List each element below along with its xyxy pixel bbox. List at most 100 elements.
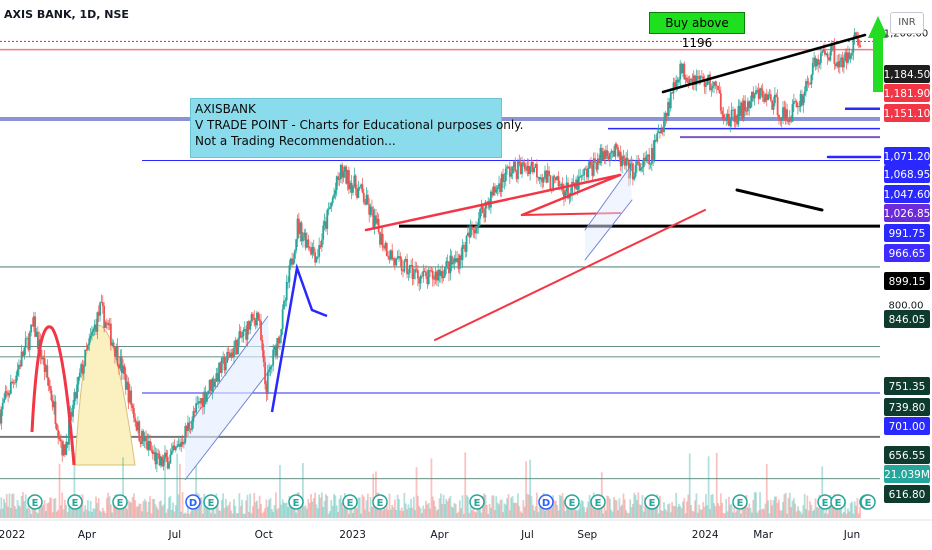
candle-body: [264, 362, 266, 385]
candle-body: [487, 200, 490, 204]
volume-bar: [145, 501, 147, 518]
candle-body: [569, 192, 572, 195]
candle-body: [23, 347, 26, 356]
candle-body: [418, 278, 421, 284]
volume-bar: [4, 502, 7, 518]
volume-bar: [112, 499, 115, 518]
candle-body: [303, 232, 306, 237]
price-badge-label: 1,071.20: [884, 151, 931, 163]
candle-body: [55, 423, 58, 430]
earnings-icon: [203, 494, 219, 510]
volume-bar: [780, 510, 783, 518]
volume-bar: [483, 493, 486, 518]
volume-bar: [280, 504, 283, 518]
volume-bar: [23, 500, 26, 518]
candle-body: [84, 349, 87, 366]
volume-bar: [28, 508, 31, 518]
candle-body: [711, 86, 714, 89]
volume-bar: [109, 504, 112, 518]
volume-bar: [381, 510, 384, 518]
candle-body: [591, 165, 594, 176]
volume-bar: [254, 502, 257, 518]
candle-body: [166, 456, 169, 469]
volume-bar: [625, 510, 628, 518]
candle-body: [47, 378, 50, 386]
candle-body: [679, 63, 682, 80]
volume-bar: [705, 494, 707, 518]
candle-body: [626, 157, 629, 161]
volume-bar: [683, 498, 686, 518]
volume-bar: [499, 499, 502, 518]
candle-body: [580, 175, 583, 177]
candle-body: [592, 158, 595, 176]
candle-body: [764, 94, 767, 102]
volume-bar: [43, 500, 46, 518]
candle-body: [599, 148, 602, 164]
volume-bar: [80, 504, 83, 518]
candle-body: [523, 163, 526, 170]
volume-bar: [187, 498, 189, 518]
candle-body: [224, 363, 227, 371]
candle-body: [636, 161, 638, 166]
volume-bar: [568, 507, 571, 518]
currency-button[interactable]: INR: [890, 12, 924, 34]
volume-bar: [64, 499, 66, 518]
candle-body: [292, 258, 295, 265]
candle-body: [323, 221, 326, 226]
volume-bar: [354, 497, 357, 518]
volume-bar: [333, 493, 335, 518]
volume-bar: [448, 498, 450, 518]
volume-bar: [372, 473, 375, 518]
candle-body: [216, 373, 219, 382]
candle-body: [280, 329, 283, 337]
candle-body: [686, 77, 688, 83]
candle-body: [283, 300, 285, 310]
candle-body: [468, 232, 471, 238]
x-tick-label: Jun: [843, 529, 860, 541]
candle-body: [609, 153, 611, 160]
earnings-icon: [590, 494, 606, 510]
candle-body: [13, 382, 16, 384]
candle-body: [745, 110, 748, 112]
volume-bar: [227, 505, 230, 518]
volume-bar: [458, 500, 461, 518]
volume-bar: [506, 498, 509, 518]
candle-body: [526, 165, 529, 171]
candle-body: [729, 119, 732, 126]
volume-bar: [418, 505, 421, 518]
volume-bar: [57, 509, 60, 518]
volume-bar: [238, 493, 241, 518]
candle-body: [16, 369, 19, 376]
candle-body: [204, 391, 207, 402]
candle-body: [695, 75, 698, 85]
volume-bar: [533, 510, 536, 518]
candle-body: [212, 378, 215, 387]
candle-body: [464, 245, 467, 252]
volume-bar: [364, 509, 367, 518]
volume-bar: [348, 513, 350, 518]
candle-body: [805, 81, 807, 92]
candle-body: [107, 322, 110, 326]
candle-body: [434, 271, 437, 280]
volume-bar: [361, 494, 364, 518]
volume-bar: [645, 506, 648, 518]
candle-body: [239, 331, 242, 338]
volume-bar: [802, 505, 805, 518]
volume-bar: [492, 495, 495, 518]
volume-bar: [661, 510, 664, 518]
candle-body: [849, 55, 852, 59]
candle-body: [637, 161, 640, 164]
volume-bar: [673, 506, 676, 518]
candle-body: [664, 112, 667, 121]
price-badge-label: 1,047.60: [884, 189, 931, 201]
volume-bar: [457, 511, 460, 518]
volume-bar: [89, 501, 92, 518]
volume-bar: [192, 510, 195, 518]
candle-body: [92, 329, 95, 332]
volume-bar: [208, 501, 211, 518]
candle-body: [456, 258, 458, 262]
candle-body: [34, 316, 37, 337]
candle-body: [137, 421, 139, 431]
candle-body: [553, 176, 556, 178]
